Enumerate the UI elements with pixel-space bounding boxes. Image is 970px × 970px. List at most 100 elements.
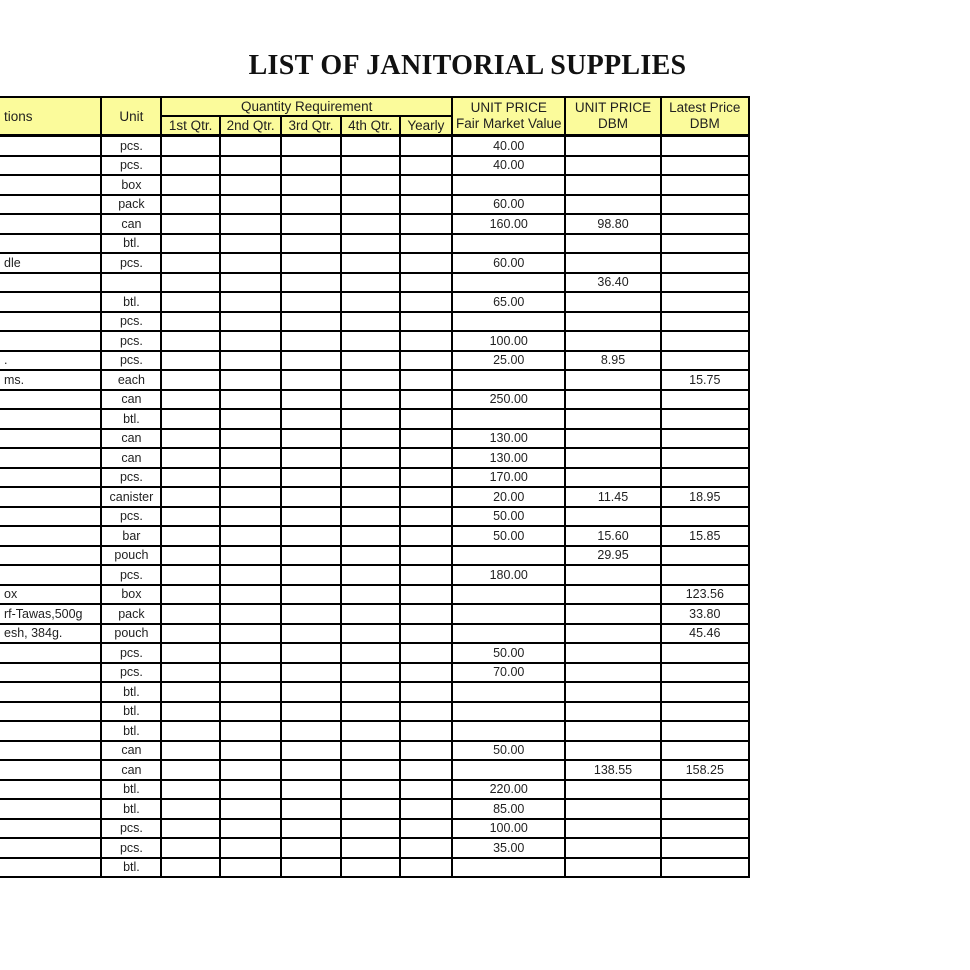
cell-q4 bbox=[339, 759, 401, 781]
cell-q3 bbox=[280, 427, 342, 449]
cell-unit: can bbox=[100, 388, 163, 410]
cell-q3 bbox=[280, 817, 342, 839]
cell-q2 bbox=[218, 603, 283, 625]
cell-latest bbox=[659, 271, 751, 293]
cell-desc bbox=[0, 720, 103, 742]
table-row: can 130.00 bbox=[0, 427, 751, 449]
cell-fmv: 220.00 bbox=[451, 778, 567, 800]
cell-latest: 18.95 bbox=[659, 486, 751, 508]
cell-latest bbox=[659, 661, 751, 683]
cell-q3 bbox=[280, 739, 342, 761]
cell-q4 bbox=[339, 603, 401, 625]
cell-unit: pouch bbox=[100, 544, 163, 566]
cell-desc bbox=[0, 174, 103, 196]
table-header: tions Unit Quantity Requirement UNIT PRI… bbox=[0, 96, 751, 137]
cell-q3 bbox=[280, 388, 342, 410]
cell-desc bbox=[0, 232, 103, 254]
cell-q1 bbox=[160, 720, 221, 742]
table-row: pcs. 100.00 bbox=[0, 817, 751, 839]
cell-q1 bbox=[160, 642, 221, 664]
table-row: can 250.00 bbox=[0, 388, 751, 410]
cell-latest: 15.85 bbox=[659, 525, 751, 547]
cell-q1 bbox=[160, 427, 221, 449]
header-row-top: tions Unit Quantity Requirement UNIT PRI… bbox=[0, 96, 751, 137]
cell-unit: btl. bbox=[100, 232, 163, 254]
cell-dbm bbox=[564, 154, 662, 176]
cell-fmv bbox=[451, 408, 567, 430]
cell-latest bbox=[659, 310, 751, 332]
cell-q4 bbox=[339, 466, 401, 488]
cell-q4 bbox=[339, 622, 401, 644]
cell-q2 bbox=[218, 583, 283, 605]
cell-q2 bbox=[218, 232, 283, 254]
table-row: btl. bbox=[0, 856, 751, 878]
cell-q1 bbox=[160, 369, 221, 391]
cell-fmv bbox=[451, 720, 567, 742]
cell-q1 bbox=[160, 232, 221, 254]
cell-q4 bbox=[339, 564, 401, 586]
table-row: pcs. 50.00 bbox=[0, 642, 751, 664]
cell-latest bbox=[659, 466, 751, 488]
cell-yearly bbox=[398, 369, 454, 391]
cell-q3 bbox=[280, 778, 342, 800]
cell-fmv: 160.00 bbox=[451, 213, 567, 235]
cell-q2 bbox=[218, 369, 283, 391]
cell-q3 bbox=[280, 603, 342, 625]
cell-q2 bbox=[218, 661, 283, 683]
cell-desc: ox bbox=[0, 583, 103, 605]
cell-desc bbox=[0, 856, 103, 878]
cell-q2 bbox=[218, 739, 283, 761]
cell-unit: pcs. bbox=[100, 330, 163, 352]
cell-q3 bbox=[280, 856, 342, 878]
cell-q4 bbox=[339, 856, 401, 878]
cell-fmv bbox=[451, 174, 567, 196]
cell-fmv: 50.00 bbox=[451, 505, 567, 527]
cell-unit: btl. bbox=[100, 720, 163, 742]
cell-latest bbox=[659, 134, 751, 157]
cell-yearly bbox=[398, 642, 454, 664]
cell-q2 bbox=[218, 525, 283, 547]
cell-fmv bbox=[451, 700, 567, 722]
cell-desc bbox=[0, 817, 103, 839]
cell-dbm bbox=[564, 583, 662, 605]
cell-desc bbox=[0, 681, 103, 703]
cell-q3 bbox=[280, 505, 342, 527]
cell-q2 bbox=[218, 720, 283, 742]
cell-q4 bbox=[339, 739, 401, 761]
cell-unit: can bbox=[100, 427, 163, 449]
cell-dbm: 8.95 bbox=[564, 349, 662, 371]
cell-latest: 33.80 bbox=[659, 603, 751, 625]
table-row: btl. 85.00 bbox=[0, 798, 751, 820]
cell-latest bbox=[659, 154, 751, 176]
cell-dbm bbox=[564, 661, 662, 683]
cell-latest bbox=[659, 739, 751, 761]
cell-q2 bbox=[218, 564, 283, 586]
cell-desc: dle bbox=[0, 252, 103, 274]
cell-unit: can bbox=[100, 759, 163, 781]
cell-dbm bbox=[564, 310, 662, 332]
cell-dbm bbox=[564, 252, 662, 274]
table-row: ox box 123.56 bbox=[0, 583, 751, 605]
header-line: Fair Market Value bbox=[455, 116, 562, 131]
cell-q3 bbox=[280, 232, 342, 254]
header-line: DBM bbox=[598, 116, 629, 131]
cell-yearly bbox=[398, 720, 454, 742]
cell-latest bbox=[659, 349, 751, 371]
cell-dbm bbox=[564, 739, 662, 761]
cell-fmv: 130.00 bbox=[451, 427, 567, 449]
cell-yearly bbox=[398, 349, 454, 371]
cell-q1 bbox=[160, 252, 221, 274]
cell-fmv bbox=[451, 544, 567, 566]
cell-yearly bbox=[398, 427, 454, 449]
cell-q1 bbox=[160, 525, 221, 547]
cell-q1 bbox=[160, 408, 221, 430]
cell-q3 bbox=[280, 369, 342, 391]
cell-q3 bbox=[280, 661, 342, 683]
supplies-table: tions Unit Quantity Requirement UNIT PRI… bbox=[0, 96, 751, 878]
cell-unit: pcs. bbox=[100, 564, 163, 586]
col-header-1st-qtr: 1st Qtr. bbox=[160, 115, 221, 137]
cell-fmv bbox=[451, 369, 567, 391]
cell-q4 bbox=[339, 681, 401, 703]
cell-dbm bbox=[564, 798, 662, 820]
table-row: pcs. 100.00 bbox=[0, 330, 751, 352]
